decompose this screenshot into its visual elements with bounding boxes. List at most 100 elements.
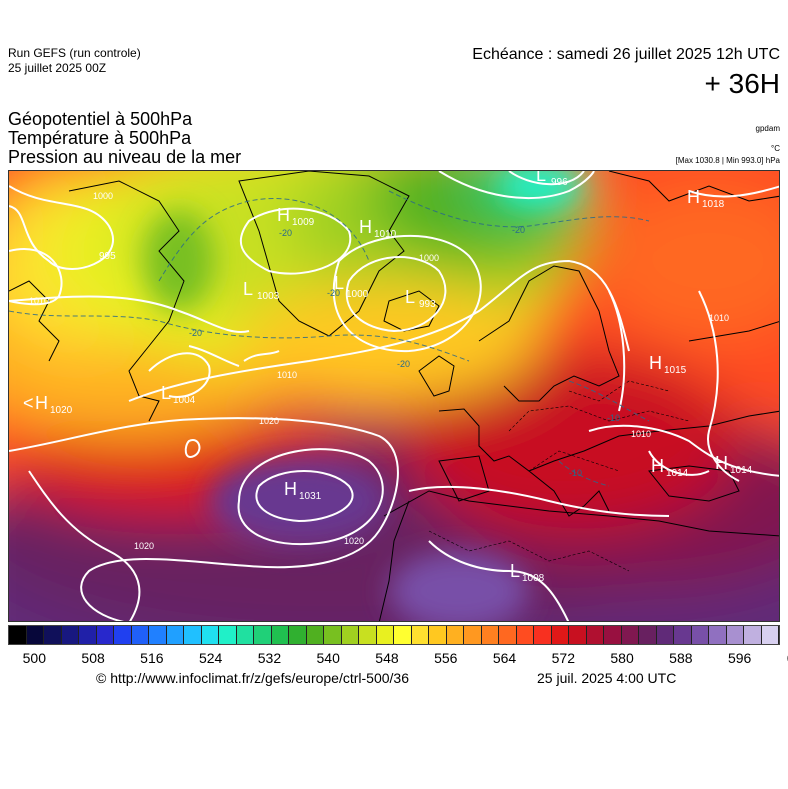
isobar-label: 1020 xyxy=(344,536,364,546)
lead-time: + 36H xyxy=(704,68,781,99)
run-label: Run GEFS (run controle) xyxy=(8,46,141,60)
color-scale-cell xyxy=(446,626,464,644)
color-scale-cell xyxy=(219,626,237,644)
layer-geopotential: Géopotentiel à 500hPa xyxy=(8,109,193,129)
isobar-label: 1010 xyxy=(29,296,49,306)
pressure-value: 1018 xyxy=(702,199,725,210)
color-scale-tick-label: 548 xyxy=(375,650,399,666)
pressure-value: 1020 xyxy=(50,405,73,416)
color-scale-tick-label: 500 xyxy=(22,650,46,666)
color-scale-cell xyxy=(481,626,499,644)
color-scale-cell xyxy=(744,626,762,644)
unit-geopotential: gpdam xyxy=(755,124,780,133)
pressure-value: 1009 xyxy=(292,217,315,228)
high-pressure-marker: H xyxy=(284,479,297,499)
copyright-url: © http://www.infoclimat.fr/z/gefs/europe… xyxy=(96,670,410,686)
pressure-system-labels: H 1009 H 1010 H 1018 L 1003 L 1000 L 993… xyxy=(23,171,753,584)
color-scale-cell xyxy=(131,626,149,644)
high-pressure-marker: H xyxy=(277,205,290,225)
color-scale-cell xyxy=(639,626,657,644)
color-scale-tick-label: 572 xyxy=(551,650,575,666)
color-scale-cell xyxy=(9,626,27,644)
color-scale-tick-label: 556 xyxy=(434,650,458,666)
color-scale-tick-label: 596 xyxy=(727,650,752,666)
pressure-value: 1008 xyxy=(522,573,545,584)
isobar-label: 1020 xyxy=(134,541,154,551)
color-scale-bar xyxy=(8,625,780,645)
high-pressure-marker: H xyxy=(35,393,48,413)
warm-cores xyxy=(144,171,579,621)
high-pressure-marker: < xyxy=(23,393,34,413)
color-scale-cell xyxy=(621,626,639,644)
pressure-value: 1003 xyxy=(257,291,280,302)
color-scale-cell xyxy=(691,626,709,644)
isobar-label: 1020 xyxy=(259,416,279,426)
isotherm-label: -10 xyxy=(607,413,620,423)
coastlines xyxy=(9,171,779,621)
isobar-label: 1010 xyxy=(277,370,297,380)
isotherm-label: -20 xyxy=(512,225,525,235)
color-scale-cell xyxy=(551,626,569,644)
color-scale-cell xyxy=(96,626,114,644)
generated-time: 25 juil. 2025 4:00 UTC xyxy=(537,670,677,686)
color-scale-tick-label: 580 xyxy=(610,650,634,666)
color-scale-cell xyxy=(79,626,97,644)
isobar-label: 1010 xyxy=(709,313,729,323)
color-scale-tick-label: 524 xyxy=(198,650,223,666)
low-pressure-marker: L xyxy=(405,287,415,307)
color-scale-cell xyxy=(26,626,44,644)
color-scale-cell xyxy=(341,626,359,644)
color-scale-tick-label: 540 xyxy=(316,650,340,666)
color-scale-cell xyxy=(516,626,534,644)
pressure-value: 1015 xyxy=(664,365,687,376)
color-scale-cell xyxy=(726,626,744,644)
color-scale-cell xyxy=(236,626,254,644)
color-scale-tick-label: 564 xyxy=(492,650,517,666)
weather-map: H 1009 H 1010 H 1018 L 1003 L 1000 L 993… xyxy=(8,170,780,622)
color-scale-cell xyxy=(184,626,202,644)
layer-pressure: Pression au niveau de la mer xyxy=(8,147,242,167)
color-scale-cell xyxy=(656,626,674,644)
color-scale-cell xyxy=(324,626,342,644)
color-scale-tick-label: 516 xyxy=(140,650,164,666)
color-scale-cell xyxy=(534,626,552,644)
isobar-label: 1000 xyxy=(419,253,439,263)
isobar-labels: 1000 1010 1020 1020 1020 1000 1010 1010 … xyxy=(29,191,729,551)
color-scale-cell xyxy=(271,626,289,644)
temperature-labels: -20 -20 -20 -20 -20 -10 -10 xyxy=(189,225,620,478)
color-scale-cell xyxy=(604,626,622,644)
high-pressure-marker: H xyxy=(359,217,372,237)
color-scale-cell xyxy=(394,626,412,644)
color-scale-tick-label: 508 xyxy=(81,650,105,666)
borders xyxy=(428,380,690,572)
pressure-value: 993 xyxy=(419,299,436,310)
color-scale-cell xyxy=(61,626,79,644)
color-scale-cell xyxy=(674,626,692,644)
color-scale-cell xyxy=(201,626,219,644)
temperature-isotherms xyxy=(9,190,650,487)
isotherm-label: -20 xyxy=(279,228,292,238)
color-scale-cell xyxy=(761,626,779,644)
forecast-valid-time: Echéance : samedi 26 juillet 2025 12h UT… xyxy=(472,46,780,63)
isobar-label: 1000 xyxy=(93,191,113,201)
color-scale-tick-label: 532 xyxy=(257,650,282,666)
low-pressure-marker: L xyxy=(334,273,344,293)
low-pressure-value: 995 xyxy=(99,251,116,262)
color-scale-cell xyxy=(586,626,604,644)
isotherm-label: -20 xyxy=(189,328,202,338)
unit-temperature: °C xyxy=(771,144,780,153)
color-scale-cell xyxy=(569,626,587,644)
color-scale-cell xyxy=(254,626,272,644)
color-scale-cell xyxy=(499,626,517,644)
color-scale-cell xyxy=(464,626,482,644)
weather-map-canvas: H 1009 H 1010 H 1018 L 1003 L 1000 L 993… xyxy=(9,171,779,621)
low-pressure-marker: L xyxy=(536,171,546,185)
high-pressure-marker: H xyxy=(687,187,700,207)
color-scale-cell xyxy=(44,626,62,644)
isobars xyxy=(9,171,779,621)
pressure-value: 1014 xyxy=(666,468,689,479)
low-pressure-marker: L xyxy=(510,561,520,581)
isotherm-label: -20 xyxy=(397,359,410,369)
pressure-value: 1014 xyxy=(730,465,753,476)
color-scale-tick-label: 604 xyxy=(787,650,788,666)
